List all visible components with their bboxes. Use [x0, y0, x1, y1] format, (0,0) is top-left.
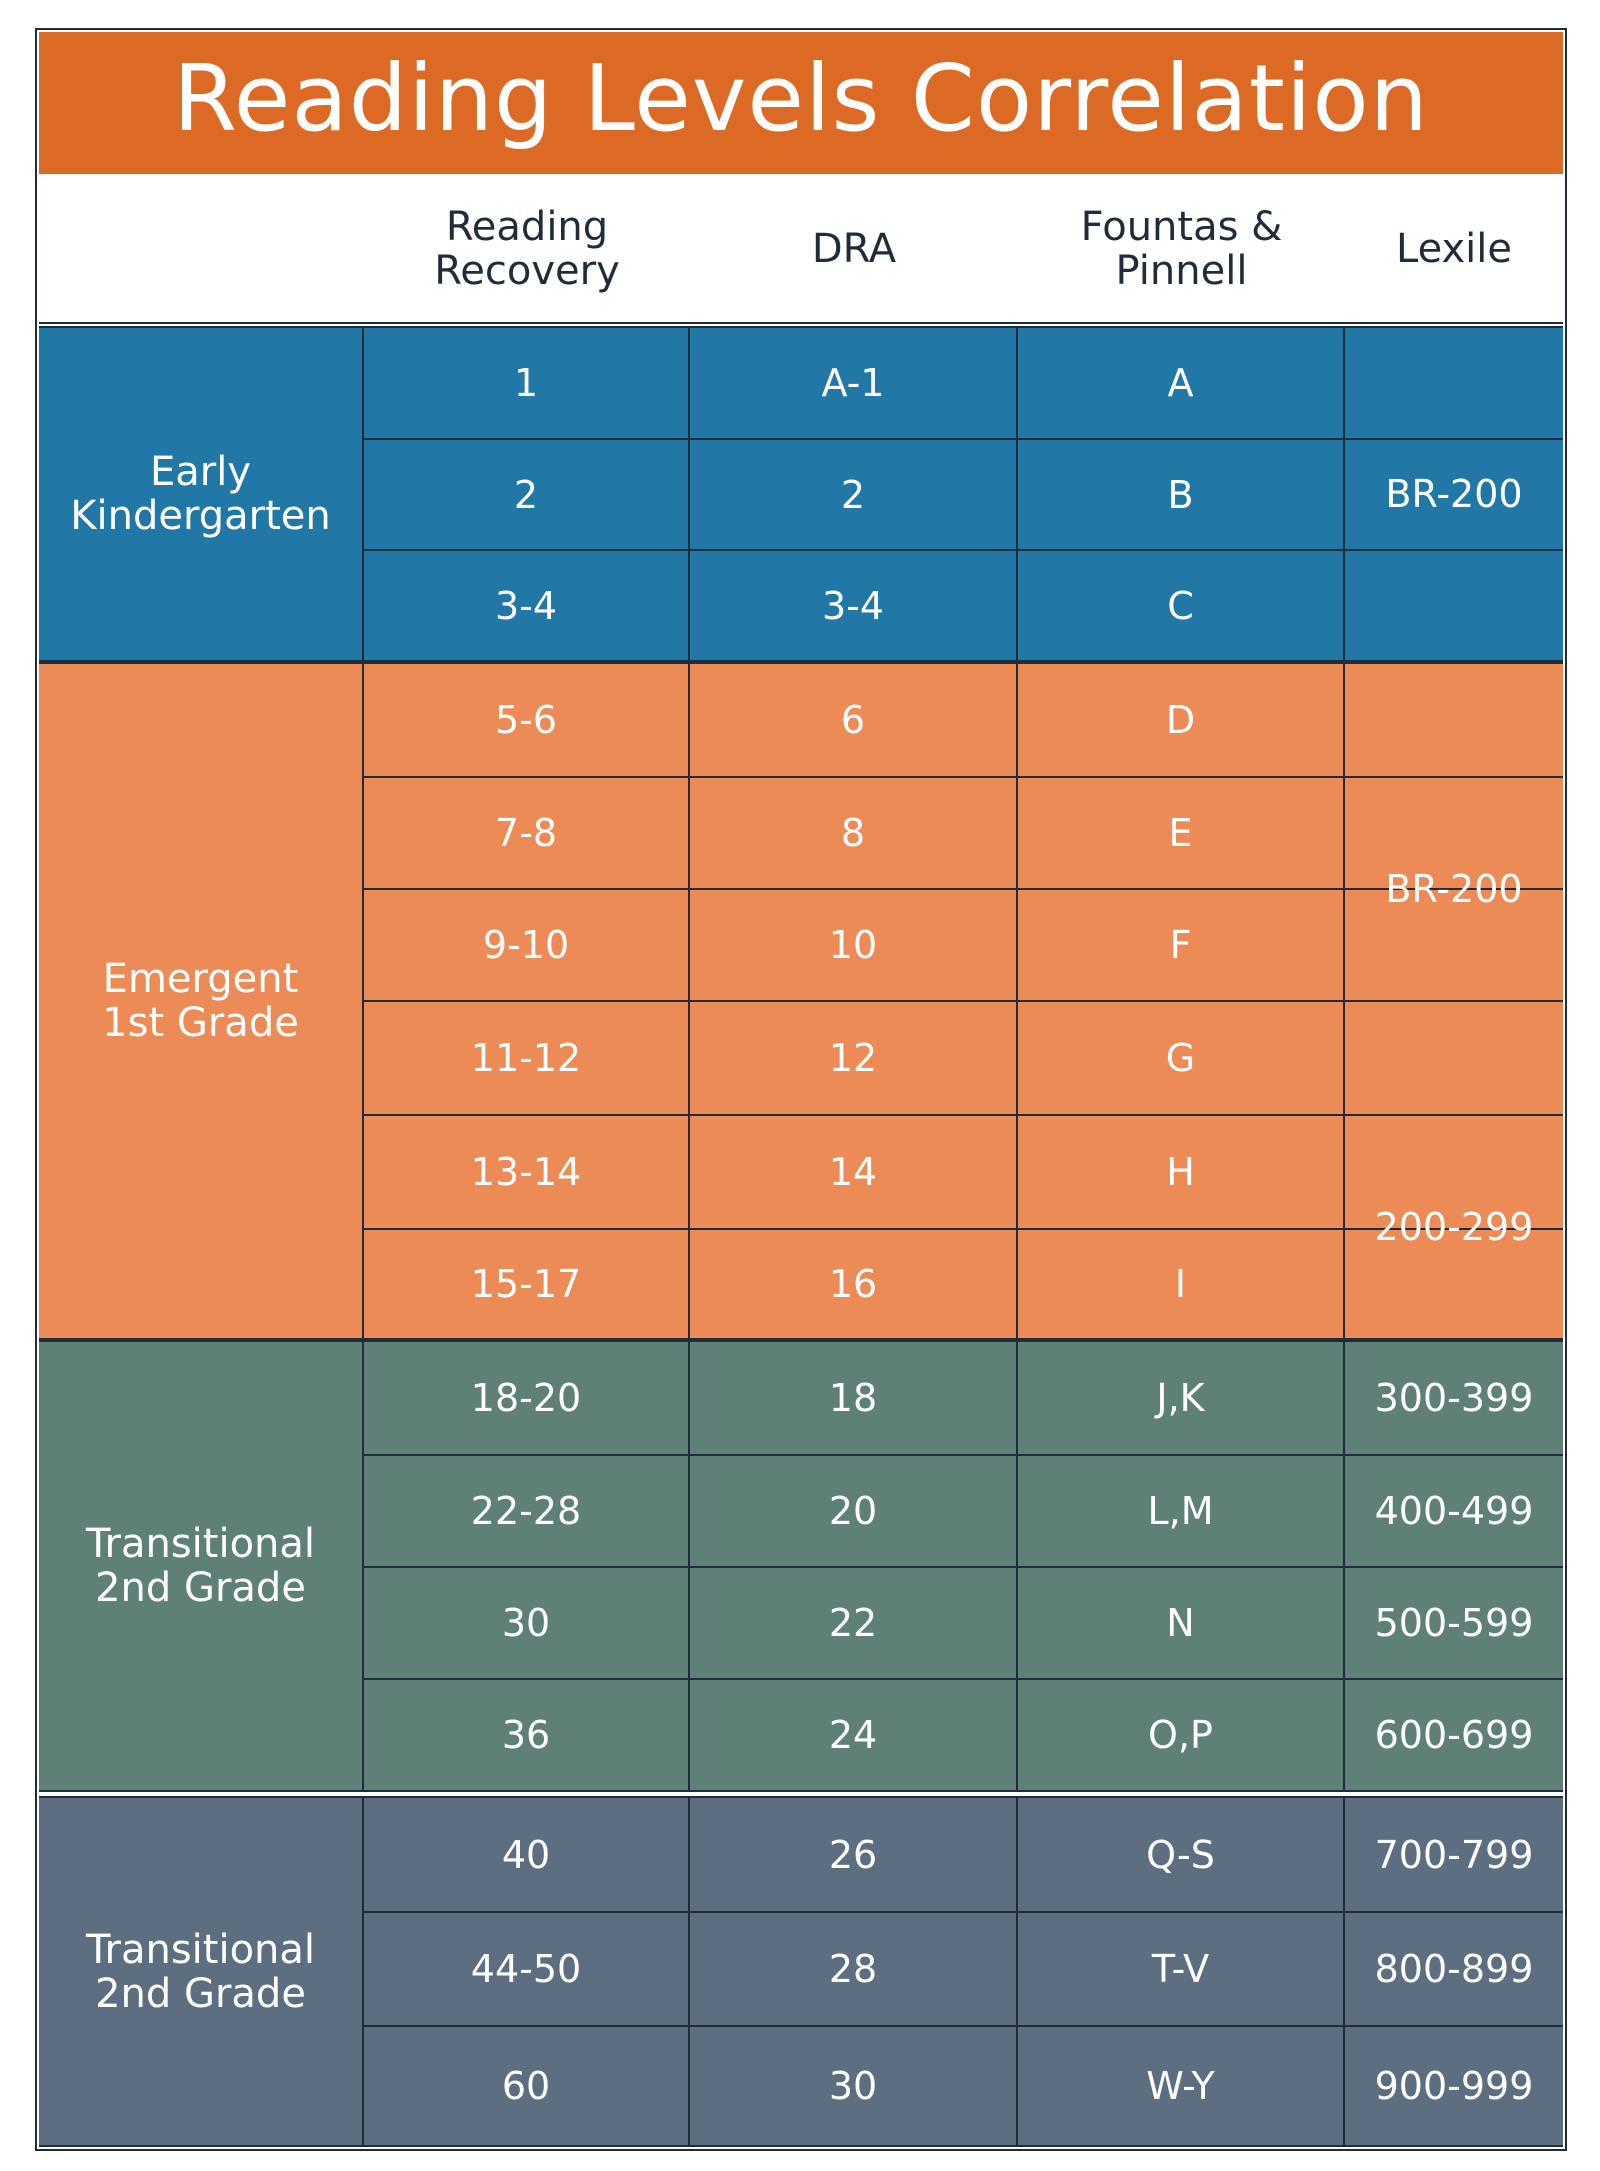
- cell-reading-recovery: 7-8: [364, 778, 690, 888]
- section-early-kindergarten: Early Kindergarten 1 A-1 A 2 2 B 3-4 3-4…: [39, 326, 1563, 662]
- column-header-lexile: Lexile: [1396, 226, 1512, 272]
- table-row: 9-10 10 F: [364, 888, 1563, 1000]
- cell-lexile: 800-899: [1374, 1947, 1534, 1991]
- cell-lexile: 400-499: [1374, 1489, 1534, 1533]
- cell-reading-recovery: 13-14: [364, 1116, 690, 1228]
- table-row: 15-17 16 I: [364, 1228, 1563, 1338]
- section-transitional-2nd-grade: Transitional 2nd Grade 18-20 18 J,K 300-…: [39, 1340, 1563, 1792]
- cell-reading-recovery: 9-10: [364, 890, 690, 1000]
- cell-reading-recovery: 22-28: [364, 1456, 690, 1566]
- table-row: 7-8 8 E: [364, 776, 1563, 888]
- table-row: 1 A-1 A: [364, 328, 1563, 438]
- table-row: 30 22 N 500-599: [364, 1566, 1563, 1678]
- page-title: Reading Levels Correlation: [172, 45, 1429, 152]
- cell-fountas-pinnell: L,M: [1018, 1456, 1345, 1566]
- table-row: 36 24 O,P 600-699: [364, 1678, 1563, 1790]
- cell-dra: 8: [690, 778, 1018, 888]
- cell-fountas-pinnell: G: [1018, 1002, 1345, 1114]
- cell-dra: 22: [690, 1568, 1018, 1678]
- cell-fountas-pinnell: A: [1018, 328, 1345, 438]
- table-row: 3-4 3-4 C: [364, 549, 1563, 660]
- cell-reading-recovery: 3-4: [364, 551, 690, 660]
- cell-fountas-pinnell: F: [1018, 890, 1345, 1000]
- table-row: 5-6 6 D: [364, 664, 1563, 776]
- section-label: Transitional 2nd Grade: [39, 1342, 364, 1790]
- cell-fountas-pinnell: I: [1018, 1230, 1345, 1338]
- cell-fountas-pinnell: E: [1018, 778, 1345, 888]
- cell-reading-recovery: 5-6: [364, 664, 690, 776]
- cell-fountas-pinnell: N: [1018, 1568, 1345, 1678]
- table-row: 2 2 B: [364, 438, 1563, 549]
- table-row: 22-28 20 L,M 400-499: [364, 1454, 1563, 1566]
- cell-fountas-pinnell: Q-S: [1018, 1798, 1345, 1911]
- cell-reading-recovery: 30: [364, 1568, 690, 1678]
- section-label: Transitional 2nd Grade: [39, 1798, 364, 2145]
- column-header-fountas-pinnell: Fountas & Pinnell: [1080, 204, 1283, 294]
- cell-dra: 30: [690, 2027, 1018, 2145]
- title-banner: Reading Levels Correlation: [39, 32, 1563, 174]
- cell-fountas-pinnell: H: [1018, 1116, 1345, 1228]
- cell-lexile: 900-999: [1374, 2064, 1534, 2108]
- section-label: Emergent 1st Grade: [39, 664, 364, 1338]
- table-row: 18-20 18 J,K 300-399: [364, 1342, 1563, 1454]
- cell-dra: 12: [690, 1002, 1018, 1114]
- cell-lexile: 300-399: [1374, 1376, 1534, 1420]
- cell-dra: 16: [690, 1230, 1018, 1338]
- cell-dra: 28: [690, 1913, 1018, 2025]
- cell-dra: 10: [690, 890, 1018, 1000]
- cell-reading-recovery: 40: [364, 1798, 690, 1911]
- cell-lexile: 600-699: [1374, 1713, 1534, 1757]
- cell-fountas-pinnell: B: [1018, 440, 1345, 549]
- cell-dra: 6: [690, 664, 1018, 776]
- cell-reading-recovery: 36: [364, 1680, 690, 1790]
- cell-reading-recovery: 44-50: [364, 1913, 690, 2025]
- table-row: 13-14 14 H: [364, 1114, 1563, 1228]
- cell-fountas-pinnell: C: [1018, 551, 1345, 660]
- cell-dra: A-1: [690, 328, 1018, 438]
- cell-fountas-pinnell: O,P: [1018, 1680, 1345, 1790]
- cell-fountas-pinnell: T-V: [1018, 1913, 1345, 2025]
- cell-lexile: 500-599: [1374, 1601, 1534, 1645]
- cell-dra: 20: [690, 1456, 1018, 1566]
- cell-reading-recovery: 15-17: [364, 1230, 690, 1338]
- cell-reading-recovery: 60: [364, 2027, 690, 2145]
- cell-reading-recovery: 2: [364, 440, 690, 549]
- cell-lexile: 200-299: [1345, 1114, 1563, 1338]
- column-header-reading-recovery: Reading Recovery: [434, 204, 620, 294]
- cell-fountas-pinnell: D: [1018, 664, 1345, 776]
- section-emergent-1st-grade: Emergent 1st Grade 5-6 6 D 7-8 8 E 9-10 …: [39, 662, 1563, 1340]
- cell-reading-recovery: 11-12: [364, 1002, 690, 1114]
- cell-reading-recovery: 18-20: [364, 1342, 690, 1454]
- table-row: 60 30 W-Y 900-999: [364, 2025, 1563, 2145]
- cell-fountas-pinnell: J,K: [1018, 1342, 1345, 1454]
- table-row: 44-50 28 T-V 800-899: [364, 1911, 1563, 2025]
- column-header-row: Reading Recovery DRA Fountas & Pinnell L…: [39, 174, 1563, 324]
- cell-dra: 14: [690, 1116, 1018, 1228]
- cell-dra: 26: [690, 1798, 1018, 1911]
- table-row: 40 26 Q-S 700-799: [364, 1798, 1563, 1911]
- table-row: 11-12 12 G: [364, 1000, 1563, 1114]
- cell-dra: 2: [690, 440, 1018, 549]
- column-header-dra: DRA: [811, 226, 897, 272]
- section-label: Early Kindergarten: [39, 328, 364, 660]
- cell-dra: 18: [690, 1342, 1018, 1454]
- cell-reading-recovery: 1: [364, 328, 690, 438]
- cell-lexile: BR-200: [1385, 867, 1523, 911]
- cell-lexile: 700-799: [1374, 1832, 1534, 1877]
- section-transitional-2nd-grade-upper: Transitional 2nd Grade 40 26 Q-S 700-799…: [39, 1796, 1563, 2147]
- cell-lexile: BR-200: [1385, 472, 1523, 516]
- cell-dra: 24: [690, 1680, 1018, 1790]
- cell-fountas-pinnell: W-Y: [1018, 2027, 1345, 2145]
- cell-dra: 3-4: [690, 551, 1018, 660]
